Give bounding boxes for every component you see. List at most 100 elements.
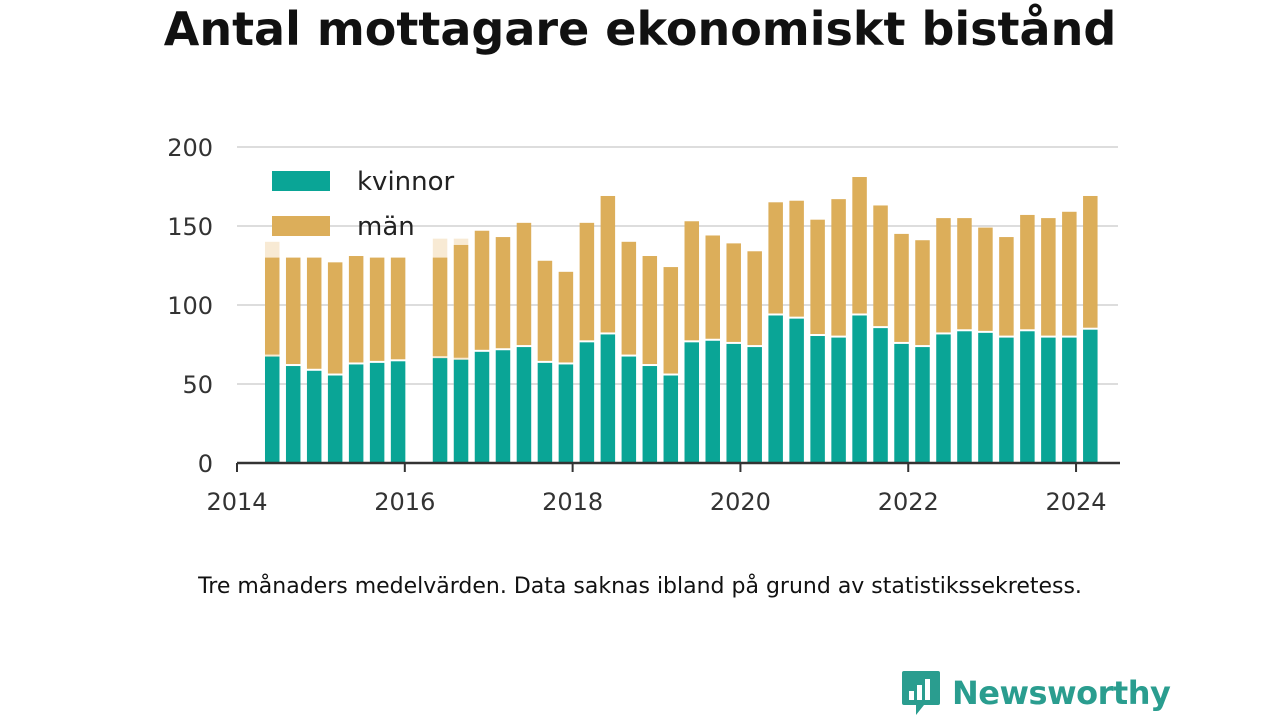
bar-kvinnor xyxy=(873,328,888,463)
bar-man xyxy=(579,222,595,341)
bar-man xyxy=(432,257,448,357)
bar-kvinnor xyxy=(957,331,972,463)
bar-kvinnor xyxy=(999,337,1014,463)
bar-man xyxy=(348,256,364,363)
bar-man xyxy=(894,233,909,342)
bar-kvinnor xyxy=(390,361,406,463)
bar-man xyxy=(327,262,343,374)
legend-swatch xyxy=(272,216,330,236)
bar-kvinnor xyxy=(306,370,322,463)
bar-man xyxy=(747,251,762,346)
bar-kvinnor xyxy=(894,343,909,463)
bar-man xyxy=(810,219,825,335)
bar-man xyxy=(1083,195,1098,328)
bar-kvinnor xyxy=(831,337,846,463)
bar-kvinnor xyxy=(495,350,511,463)
bar-kvinnor xyxy=(579,342,595,463)
bar-man xyxy=(642,256,658,365)
legend-swatch xyxy=(272,171,330,191)
bar-kvinnor xyxy=(684,342,700,463)
legend-label: kvinnor xyxy=(357,167,455,197)
bars xyxy=(264,177,1098,463)
bar-man xyxy=(936,218,951,333)
bar-man xyxy=(978,227,993,331)
bar-man xyxy=(873,205,888,327)
bar-man xyxy=(495,237,511,349)
bar-kvinnor xyxy=(705,340,720,463)
brand-name: Newsworthy xyxy=(952,674,1171,712)
bar-man xyxy=(390,257,406,360)
bar-man xyxy=(1041,218,1056,336)
axes: 0 50 100 150 200 2014 2016 2018 2020 2022 2024 xyxy=(167,134,1120,516)
bar-kvinnor xyxy=(516,347,532,463)
bar-kvinnor xyxy=(264,356,280,463)
y-tick-label: 200 xyxy=(167,134,213,162)
y-tick-label: 50 xyxy=(182,371,213,399)
y-tick-label: 0 xyxy=(198,450,213,478)
bar-man xyxy=(453,244,469,358)
bar-kvinnor xyxy=(369,362,385,463)
bar-kvinnor xyxy=(978,332,993,463)
bar-kvinnor xyxy=(1083,329,1098,463)
bar-man xyxy=(369,257,385,361)
x-tick-label: 2018 xyxy=(542,488,603,516)
bar-kvinnor xyxy=(768,315,783,463)
x-tick-label: 2020 xyxy=(710,488,771,516)
bar-kvinnor xyxy=(936,334,951,463)
x-tick-label: 2024 xyxy=(1046,488,1107,516)
legend: kvinnor män xyxy=(272,167,455,242)
chart-title: Antal mottagare ekonomiskt bistånd xyxy=(163,2,1117,56)
chart-caption: Tre månaders medelvärden. Data saknas ib… xyxy=(198,574,1082,599)
bar-man xyxy=(663,267,679,374)
bar-man xyxy=(558,271,574,363)
bar-kvinnor xyxy=(537,362,553,463)
bar-man xyxy=(537,260,553,361)
bar-kvinnor xyxy=(726,343,741,463)
bar-kvinnor xyxy=(642,366,658,463)
bar-man xyxy=(621,241,637,355)
bar-man xyxy=(1020,214,1035,330)
stacked-bar-chart: 0 50 100 150 200 2014 2016 2018 2020 2022 2024 kvi… xyxy=(167,134,1120,516)
legend-label: män xyxy=(357,212,415,242)
bar-man xyxy=(957,218,972,330)
y-tick-label: 100 xyxy=(167,292,213,320)
bar-kvinnor xyxy=(600,334,616,463)
bar-man xyxy=(915,240,930,346)
bar-man xyxy=(852,177,867,314)
bar-man xyxy=(516,222,532,346)
bar-kvinnor xyxy=(663,375,679,463)
bar-kvinnor xyxy=(747,347,762,463)
bar-kvinnor xyxy=(621,356,637,463)
bar-man xyxy=(264,257,280,355)
bar-man xyxy=(726,243,741,342)
bar-kvinnor xyxy=(558,364,574,463)
bar-kvinnor xyxy=(327,375,343,463)
brand-logo: Newsworthy xyxy=(900,668,1171,718)
bar-kvinnor xyxy=(789,318,804,463)
bar-man xyxy=(789,200,804,317)
bar-man xyxy=(474,230,490,350)
bar-kvinnor xyxy=(852,315,867,463)
x-tick-label: 2022 xyxy=(878,488,939,516)
bar-kvinnor xyxy=(1041,337,1056,463)
bar-man xyxy=(999,237,1014,336)
bar-man xyxy=(285,257,301,365)
bar-man xyxy=(831,199,846,336)
bar-kvinnor xyxy=(1062,337,1077,463)
bar-man xyxy=(705,235,720,339)
bar-kvinnor xyxy=(810,336,825,463)
bar-chart-speech-bubble-icon xyxy=(902,671,940,715)
bar-kvinnor xyxy=(474,351,490,463)
bar-man xyxy=(684,221,700,341)
bar-man xyxy=(768,202,783,314)
bar-kvinnor xyxy=(348,364,364,463)
x-tick-label: 2014 xyxy=(206,488,267,516)
y-tick-label: 150 xyxy=(167,213,213,241)
bar-kvinnor xyxy=(1020,331,1035,463)
bar-man xyxy=(600,195,616,333)
bar-kvinnor xyxy=(432,358,448,463)
x-tick-label: 2016 xyxy=(374,488,435,516)
bar-kvinnor xyxy=(915,347,930,463)
bar-man xyxy=(306,257,322,369)
bar-kvinnor xyxy=(453,359,469,463)
